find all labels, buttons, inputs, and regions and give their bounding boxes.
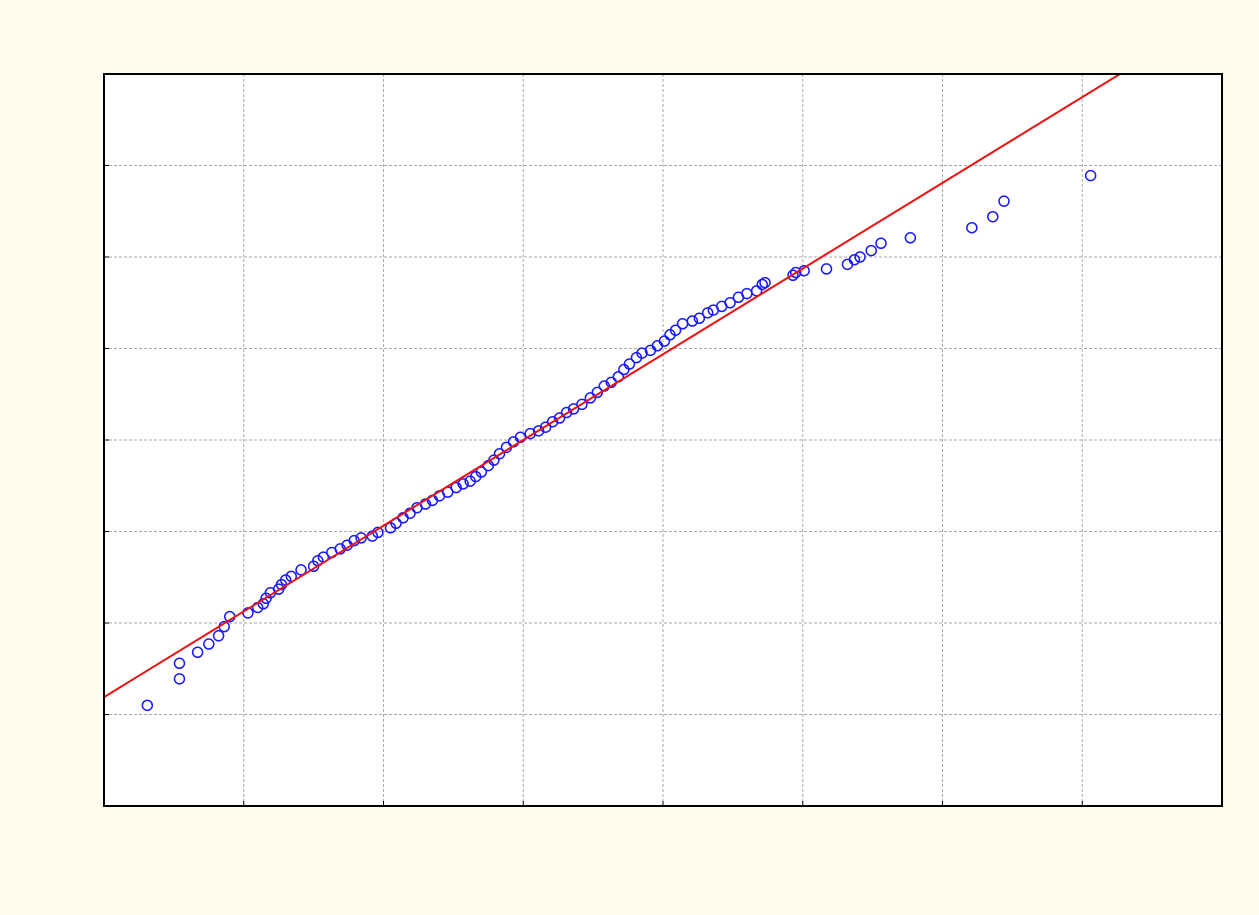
data-point [560, 406, 573, 419]
data-point [584, 392, 597, 404]
fit-line [104, 74, 1121, 698]
data-point [295, 564, 307, 576]
data-point [724, 297, 736, 309]
data-point [532, 425, 545, 437]
data-point [756, 278, 768, 291]
data-point [539, 421, 552, 433]
data-point [191, 646, 204, 659]
data-point [553, 412, 566, 424]
data-point [173, 673, 186, 685]
data-point [457, 478, 469, 490]
data-point [546, 415, 559, 428]
data-point [693, 312, 706, 325]
data-point [576, 398, 588, 411]
data-point [854, 251, 866, 263]
data-point [998, 195, 1010, 207]
data-point [787, 269, 799, 282]
data-point [475, 466, 488, 478]
data-point [820, 263, 833, 275]
data-point [623, 358, 636, 370]
data-point [658, 335, 671, 347]
data-point [450, 481, 462, 494]
data-point [686, 315, 699, 327]
data-point [355, 532, 367, 544]
plot-frame [103, 73, 1223, 807]
data-point [1084, 169, 1097, 182]
data-point [875, 237, 887, 250]
data-point [203, 638, 215, 650]
data-point [141, 699, 154, 712]
data-point [759, 276, 771, 289]
data-point [669, 324, 682, 336]
data-point [701, 307, 714, 319]
data-point [173, 657, 186, 670]
data-point [790, 266, 802, 279]
data-point [966, 221, 978, 234]
data-point [987, 210, 999, 223]
data-point [848, 253, 861, 266]
data-point [493, 447, 506, 460]
data-point [904, 232, 917, 244]
data-point [212, 630, 225, 642]
data-point [865, 244, 877, 257]
